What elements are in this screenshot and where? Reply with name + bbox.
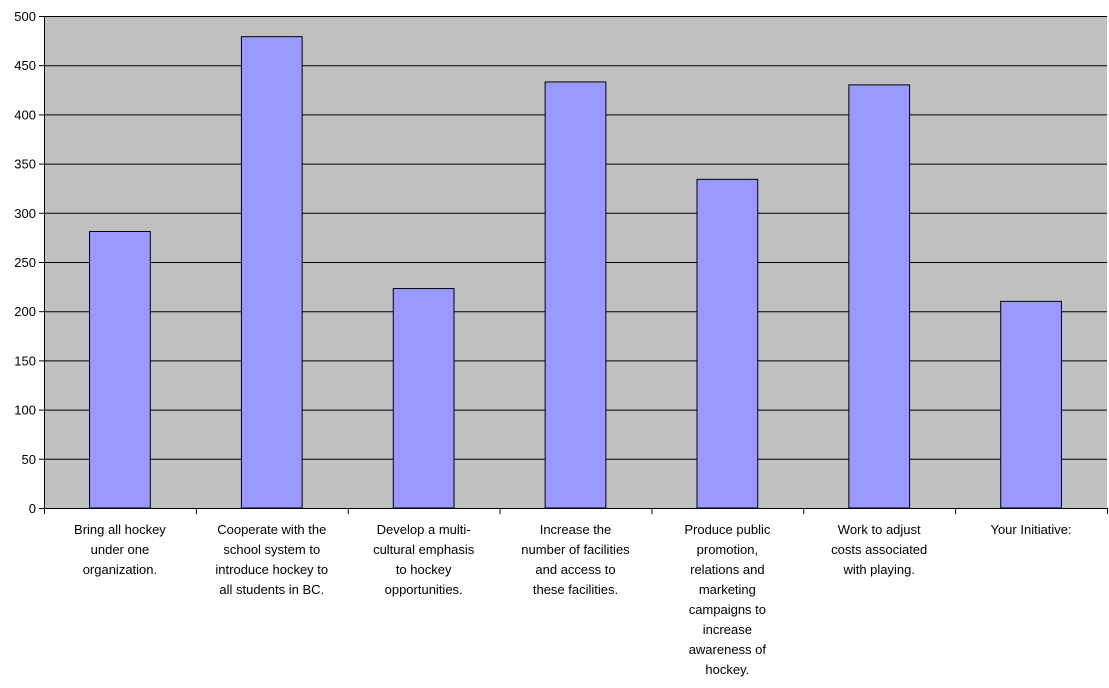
category-label-line: number of facilities — [521, 542, 630, 557]
category-label-line: Bring all hockey — [74, 522, 166, 537]
category-label-line: introduce hockey to — [215, 562, 328, 577]
category-label: Produce public promotion, relations and mar… — [684, 522, 770, 677]
category-label-line: under one — [91, 542, 150, 557]
category-label: Your Initiative: — [990, 522, 1071, 537]
category-label-line: opportunities. — [385, 582, 463, 597]
category-label-line: hockey. — [705, 662, 749, 677]
y-tick-label: 50 — [22, 452, 36, 467]
category-label-line: to hockey — [396, 562, 452, 577]
category-label-line: Your Initiative: — [990, 522, 1071, 537]
bar — [89, 230, 151, 509]
category-label-line: relations and — [690, 562, 764, 577]
bar — [1000, 300, 1062, 509]
category-label: Cooperate with the school system to introd… — [215, 522, 328, 597]
category-label-line: Increase the — [540, 522, 612, 537]
y-tick-label: 450 — [14, 58, 36, 73]
category-label-line: and access to — [535, 562, 615, 577]
bar — [696, 178, 759, 509]
category-label-line: Produce public — [684, 522, 770, 537]
bar — [240, 36, 303, 509]
category-label-line: Develop a multi- — [377, 522, 471, 537]
category-label-line: campaigns to — [689, 602, 766, 617]
category-label-line: with playing. — [842, 562, 915, 577]
y-tick-label: 100 — [14, 403, 36, 418]
category-label-line: costs associated — [831, 542, 927, 557]
y-tick-label: 0 — [29, 501, 36, 516]
category-label: Develop a multi-cultural emphasis to hock… — [373, 522, 475, 597]
y-tick-label: 200 — [14, 304, 36, 319]
y-tick-label: 150 — [14, 353, 36, 368]
bar — [392, 288, 455, 509]
category-label-line: Cooperate with the — [217, 522, 326, 537]
category-label-line: school system to — [223, 542, 320, 557]
category-label-line: these facilities. — [533, 582, 618, 597]
y-tick-label: 300 — [14, 206, 36, 221]
y-tick-label: 400 — [14, 107, 36, 122]
category-label: Work to adjust costs associated with playi… — [831, 522, 927, 577]
category-label-line: increase — [703, 622, 752, 637]
y-tick-label: 500 — [14, 9, 36, 24]
bar — [848, 84, 911, 509]
category-label-line: cultural emphasis — [373, 542, 475, 557]
category-label-line: Work to adjust — [838, 522, 921, 537]
category-label-line: promotion, — [697, 542, 758, 557]
y-tick-label: 250 — [14, 255, 36, 270]
y-tick-label: 350 — [14, 157, 36, 172]
category-label-line: all students in BC. — [219, 582, 324, 597]
category-label-line: awareness of — [689, 642, 767, 657]
category-label-line: organization. — [83, 562, 157, 577]
category-label: Bring all hockey under one organization. — [74, 522, 166, 577]
category-label-line: marketing — [699, 582, 756, 597]
bar — [544, 81, 607, 509]
category-label: Increase the number of facilities and acce… — [521, 522, 630, 597]
